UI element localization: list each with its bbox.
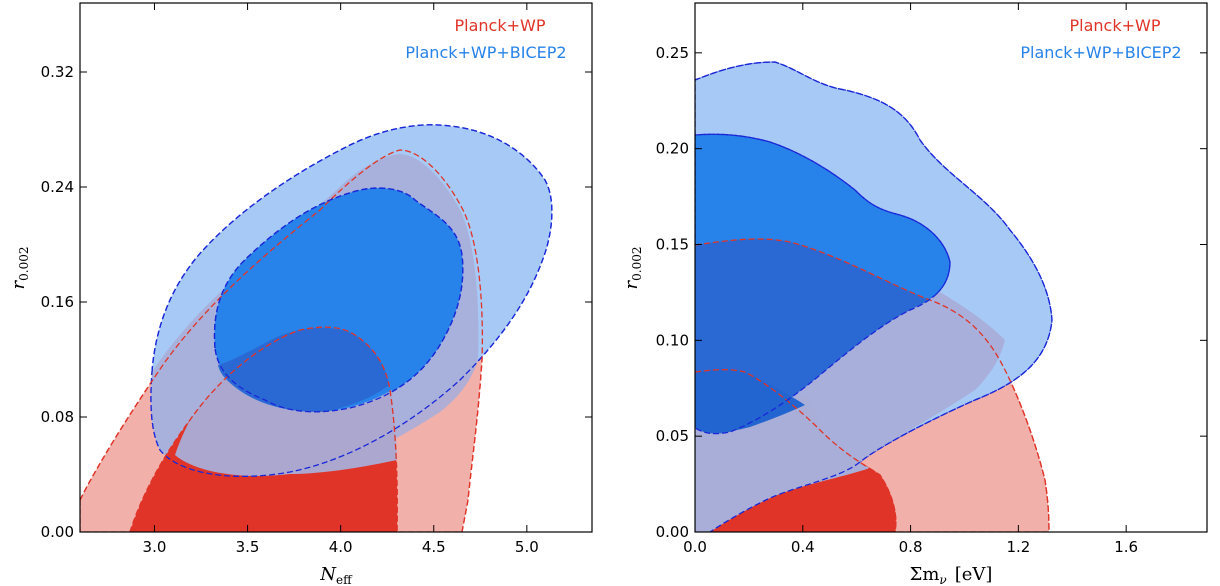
left-ylabel: r0.002 <box>8 247 31 290</box>
left-ytick-label: 0.24 <box>41 178 74 196</box>
right-xtick-label: 0.0 <box>683 538 707 556</box>
right-plot-frame <box>694 2 1208 533</box>
left-ytick-label: 0.16 <box>41 293 74 311</box>
planck-outer-outline-right <box>695 238 1050 532</box>
right-legend-planck: Planck+WP <box>1070 16 1161 35</box>
right-panel: 0.0 0.4 0.8 1.2 1.60.000.050.100.150.200.25 … <box>621 2 1208 586</box>
left-xtick-label: 3.0 <box>143 538 167 556</box>
right-ytick-label: 0.00 <box>656 523 689 541</box>
left-panel: 3.0 3.5 4.0 4.5 5.0 0.00 0.08 0.16 0.24 0.32 Plan… <box>8 2 593 586</box>
left-xtick-label: 3.5 <box>236 538 260 556</box>
right-ticks: 0.0 0.4 0.8 1.2 1.6 0.00 0.05 0.10 0.15 0.20 0.25 <box>656 3 1207 556</box>
left-xtick-label: 4.0 <box>329 538 353 556</box>
left-legend-bicep: Planck+WP+BICEP2 <box>405 43 566 62</box>
right-xtick-label: 1.6 <box>1114 538 1138 556</box>
left-ytick-label: 0.32 <box>41 63 74 81</box>
left-ytick-label: 0.08 <box>41 408 74 426</box>
left-plot-frame <box>79 2 593 533</box>
planck-inner-outline <box>129 326 398 532</box>
overlap-planck-inner-bicep-outer <box>175 375 397 476</box>
right-ytick-label: 0.20 <box>656 140 689 158</box>
right-ytick-label: 0.15 <box>656 236 689 254</box>
left-ytick-label: 0.00 <box>41 523 74 541</box>
right-ytick-label: 0.10 <box>656 331 689 349</box>
bicep-inner-outline-right <box>695 133 951 435</box>
right-xlabel: Σmν [eV] <box>910 564 993 586</box>
left-legend-planck: Planck+WP <box>455 16 546 35</box>
bicep-inner-outline <box>213 187 464 413</box>
right-xtick-label: 0.4 <box>791 538 815 556</box>
bicep-outer-outline <box>150 124 553 477</box>
left-xtick-label: 5.0 <box>515 538 539 556</box>
right-ytick-label: 0.25 <box>656 44 689 62</box>
planck-outer-outline <box>80 149 484 532</box>
right-ytick-label: 0.05 <box>656 427 689 445</box>
planck-inner-outline-right <box>695 369 897 532</box>
left-ticks: 3.0 3.5 4.0 4.5 5.0 0.00 0.08 0.16 0.24 0.32 <box>41 3 592 556</box>
left-xlabel: Neff <box>319 564 353 586</box>
right-xtick-label: 0.8 <box>899 538 923 556</box>
bicep-outer-outline-right <box>695 61 1053 532</box>
overlap-inner-region <box>218 327 389 413</box>
left-xtick-label: 4.5 <box>422 538 446 556</box>
overlap-innermost-right <box>695 369 805 433</box>
right-xtick-label: 1.2 <box>1006 538 1030 556</box>
right-legend-bicep: Planck+WP+BICEP2 <box>1020 43 1181 62</box>
right-ylabel: r0.002 <box>621 247 644 290</box>
